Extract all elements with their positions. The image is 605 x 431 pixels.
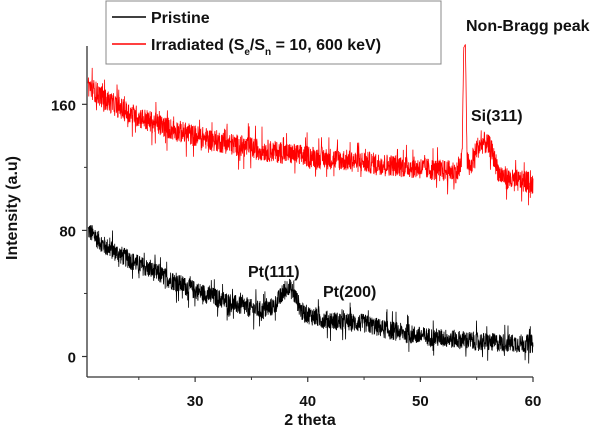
x-tick-label: 60 [525,393,542,410]
annotation-pt200: Pt(200) [323,284,376,301]
x-axis-label: 2 theta [284,412,336,429]
annotation-si311: Si(311) [471,108,523,125]
y-tick-label: 0 [68,350,76,367]
legend-box [105,0,442,65]
x-tick-label: 40 [299,393,316,410]
series-line-pristine [87,225,534,364]
legend-label-pristine: Pristine [151,10,210,27]
y-tick-label: 160 [51,97,76,114]
x-tick-label: 30 [187,393,204,410]
y-axis-label: Intensity (a.u) [4,156,21,260]
annotation-non-bragg: Non-Bragg peak [466,18,590,35]
y-tick-label: 80 [59,223,76,240]
legend-label-irradiated: Irradiated (Se/Sn = 10, 600 keV) [151,37,381,58]
series-line-irradiated [87,44,534,206]
legend: Pristine Irradiated (Se/Sn = 10, 600 keV… [105,0,442,65]
x-tick-label: 50 [412,393,429,410]
annotation-pt111: Pt(111) [248,264,300,281]
series-layer [87,44,534,364]
axes: 30 40 50 60 0 80 160 [51,46,541,410]
